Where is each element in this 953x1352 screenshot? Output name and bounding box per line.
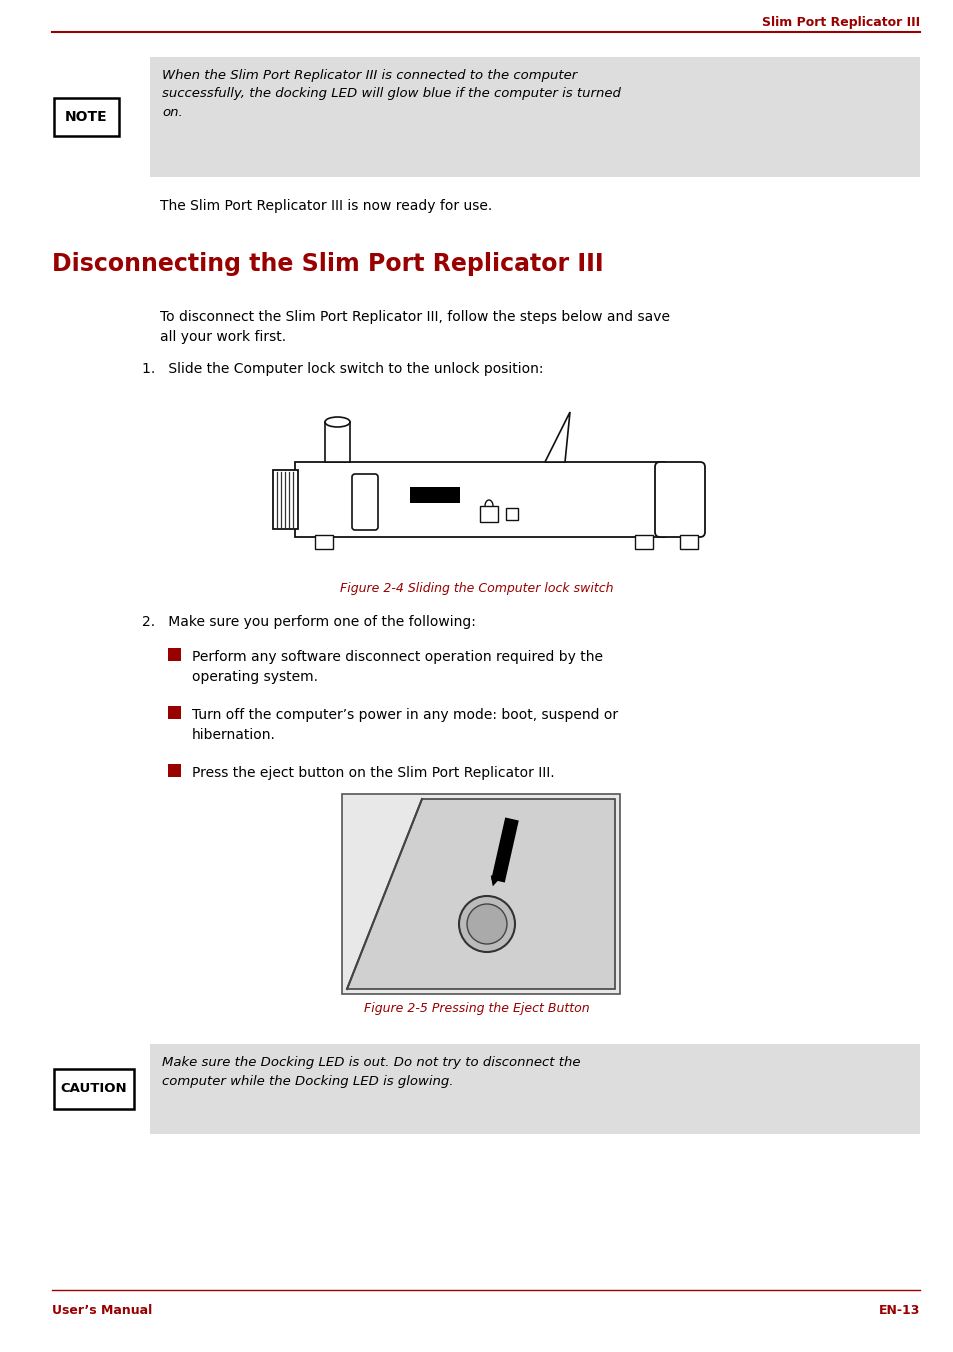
Polygon shape xyxy=(347,799,615,990)
Text: Slim Port Replicator III: Slim Port Replicator III xyxy=(761,16,919,28)
Bar xyxy=(150,1044,919,1134)
Text: To disconnect the Slim Port Replicator III, follow the steps below and save
all : To disconnect the Slim Port Replicator I… xyxy=(160,310,669,343)
Text: EN-13: EN-13 xyxy=(878,1303,919,1317)
Circle shape xyxy=(458,896,515,952)
Bar xyxy=(168,764,181,776)
Bar xyxy=(410,487,459,503)
Bar xyxy=(325,422,350,462)
Bar xyxy=(273,470,297,529)
Text: 2.   Make sure you perform one of the following:: 2. Make sure you perform one of the foll… xyxy=(142,615,476,629)
Text: 1.   Slide the Computer lock switch to the unlock position:: 1. Slide the Computer lock switch to the… xyxy=(142,362,543,376)
Bar xyxy=(168,648,181,661)
Bar xyxy=(314,535,333,549)
Text: Figure 2-5 Pressing the Eject Button: Figure 2-5 Pressing the Eject Button xyxy=(364,1002,589,1015)
Bar xyxy=(150,57,919,177)
Ellipse shape xyxy=(325,416,350,427)
Text: NOTE: NOTE xyxy=(65,110,108,124)
Bar xyxy=(54,97,119,137)
Text: When the Slim Port Replicator III is connected to the computer
successfully, the: When the Slim Port Replicator III is con… xyxy=(162,69,620,119)
Bar xyxy=(54,1069,133,1109)
Bar xyxy=(341,794,619,994)
Bar xyxy=(679,535,698,549)
Bar xyxy=(294,462,664,537)
Polygon shape xyxy=(544,412,569,462)
FancyBboxPatch shape xyxy=(352,475,377,530)
Text: Figure 2-4 Sliding the Computer lock switch: Figure 2-4 Sliding the Computer lock swi… xyxy=(340,581,613,595)
Text: User’s Manual: User’s Manual xyxy=(52,1303,152,1317)
Text: CAUTION: CAUTION xyxy=(61,1083,127,1095)
Circle shape xyxy=(467,904,506,944)
Text: Perform any software disconnect operation required by the
operating system.: Perform any software disconnect operatio… xyxy=(192,650,602,684)
Text: Press the eject button on the Slim Port Replicator III.: Press the eject button on the Slim Port … xyxy=(192,767,554,780)
FancyBboxPatch shape xyxy=(655,462,704,537)
Bar xyxy=(168,706,181,718)
Bar xyxy=(479,506,497,522)
Text: Make sure the Docking LED is out. Do not try to disconnect the
computer while th: Make sure the Docking LED is out. Do not… xyxy=(162,1056,579,1087)
Text: The Slim Port Replicator III is now ready for use.: The Slim Port Replicator III is now read… xyxy=(160,199,492,214)
Text: Turn off the computer’s power in any mode: boot, suspend or
hibernation.: Turn off the computer’s power in any mod… xyxy=(192,708,618,742)
Text: Disconnecting the Slim Port Replicator III: Disconnecting the Slim Port Replicator I… xyxy=(52,251,603,276)
Bar xyxy=(505,508,517,521)
Bar xyxy=(635,535,652,549)
